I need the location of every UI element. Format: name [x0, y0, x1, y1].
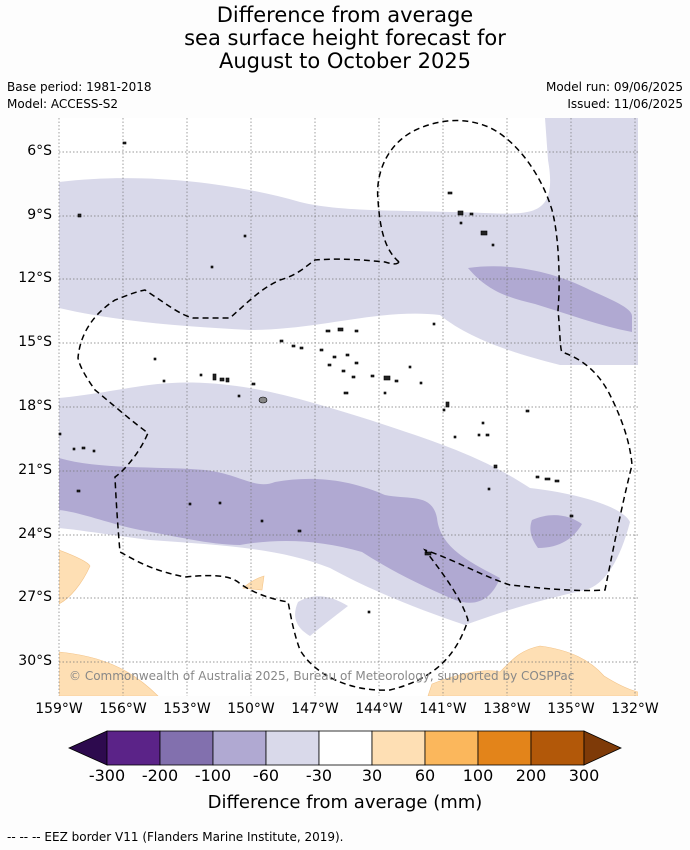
- lat-label: 15°S: [18, 334, 52, 350]
- lat-label: 27°S: [18, 589, 52, 605]
- colorbar-label: -30: [305, 766, 333, 785]
- colorbar-label: -60: [252, 766, 280, 785]
- anomaly-blob-light: [295, 596, 348, 636]
- positive-anomaly-southeast: [427, 645, 638, 696]
- colorbar-label: -200: [141, 766, 179, 785]
- colorbar-extend-high: [583, 730, 622, 766]
- colorbar-bin-2: [159, 730, 214, 766]
- anomaly-blob-medium: [530, 515, 582, 548]
- colorbar-title: Difference from average (mm): [207, 792, 483, 813]
- title-line-2: sea surface height forecast for: [184, 26, 506, 50]
- lat-label: 24°S: [18, 526, 52, 542]
- lon-label: 138°W: [483, 701, 531, 717]
- title-line-3: August to October 2025: [218, 49, 472, 73]
- lon-label: 156°W: [99, 701, 147, 717]
- colorbar-bin-1: [106, 730, 161, 766]
- model-name: Model: ACCESS-S2: [7, 97, 119, 111]
- colorbar-bin-9: [530, 730, 585, 766]
- lon-label: 144°W: [355, 701, 403, 717]
- lat-label: 9°S: [27, 207, 52, 223]
- colorbar-bin-6: [371, 730, 426, 766]
- colorbar-label: 300: [568, 766, 600, 785]
- lon-label: 159°W: [35, 701, 83, 717]
- colorbar-bin-5: [318, 730, 373, 766]
- model-run: Model run: 09/06/2025: [545, 80, 683, 94]
- positive-anomaly-southwest: [59, 651, 159, 696]
- colorbar-bin-4: [265, 730, 320, 766]
- lat-label: 30°S: [18, 653, 52, 669]
- anomaly-region-south-medium: [59, 458, 500, 603]
- positive-anomaly-small: [242, 575, 265, 591]
- map-title: Difference from average sea surface heig…: [0, 4, 690, 73]
- lat-label: 18°S: [18, 398, 52, 414]
- anomaly-region-northeast-medium: [468, 266, 632, 332]
- lon-label: 150°W: [227, 701, 275, 717]
- meta-right: Model run: 09/06/2025 Issued: 11/06/2025: [546, 79, 683, 113]
- lon-label: 132°W: [611, 701, 659, 717]
- colorbar-label: 60: [414, 766, 436, 785]
- colorbar: [68, 730, 622, 766]
- colorbar-bin-8: [477, 730, 532, 766]
- lat-label: 21°S: [18, 462, 52, 478]
- colorbar-label: -300: [88, 766, 126, 785]
- anomaly-region-north-light: [59, 118, 638, 365]
- colorbar-label: -100: [194, 766, 232, 785]
- lat-label: 6°S: [27, 143, 52, 159]
- colorbar-bin-3: [212, 730, 267, 766]
- colorbar-label: 30: [361, 766, 383, 785]
- base-period: Base period: 1981-2018: [7, 80, 152, 94]
- eez-legend-note: -- -- -- EEZ border V11 (Flanders Marine…: [7, 830, 344, 844]
- colorbar-label: 100: [462, 766, 494, 785]
- lon-label: 135°W: [547, 701, 595, 717]
- lon-label: 141°W: [419, 701, 467, 717]
- colorbar-extend-low: [68, 730, 108, 766]
- lat-label: 12°S: [18, 270, 52, 286]
- islands: [58, 141, 574, 614]
- lon-label: 153°W: [163, 701, 211, 717]
- meta-left: Base period: 1981-2018 Model: ACCESS-S2: [7, 79, 152, 113]
- copyright-notice: © Commonwealth of Australia 2025, Bureau…: [69, 669, 575, 683]
- positive-anomaly-west: [59, 549, 91, 605]
- colorbar-bin-7: [424, 730, 479, 766]
- issued-date: Issued: 11/06/2025: [567, 97, 683, 111]
- anomaly-fill: [59, 118, 638, 696]
- title-line-1: Difference from average: [216, 3, 474, 27]
- lon-label: 147°W: [291, 701, 339, 717]
- colorbar-label: 200: [515, 766, 547, 785]
- eez-border: [77, 119, 633, 691]
